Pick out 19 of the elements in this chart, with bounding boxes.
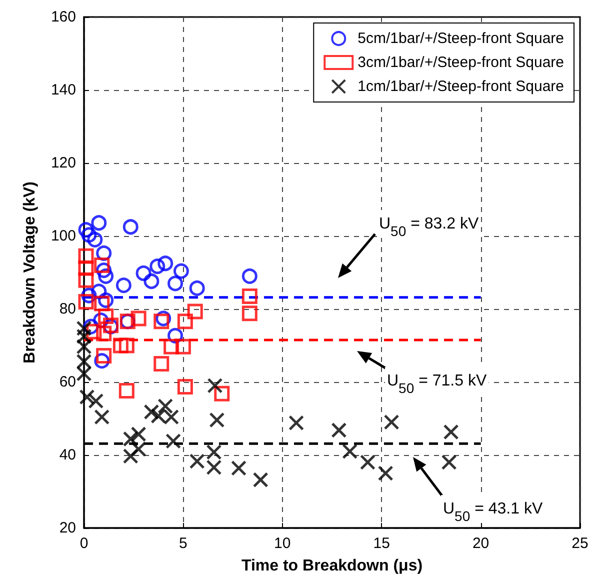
x-tick-label: 25: [572, 535, 588, 552]
y-tick-label: 100: [50, 228, 76, 244]
x-tick-label: 10: [274, 535, 291, 552]
y-tick-label: 40: [59, 446, 76, 464]
x-axis-title: Time to Breakdown (μs): [241, 558, 423, 574]
y-tick-label: 60: [59, 374, 76, 390]
y-axis-title: Breakdown Voltage (kV): [22, 182, 38, 364]
x-tick-label: 5: [179, 535, 188, 552]
y-tick-label: 160: [50, 8, 76, 26]
legend-label: 1cm/1bar/+/Steep-front Square: [358, 78, 564, 95]
x-tick-label: 0: [80, 535, 88, 552]
legend-label: 3cm/1bar/+/Steep-front Square: [358, 54, 564, 71]
legend-label: 5cm/1bar/+/Steep-front Square: [358, 30, 564, 47]
x-tick-label: 15: [373, 535, 390, 552]
y-tick-label: 140: [50, 82, 76, 98]
y-tick-label: 120: [50, 154, 76, 172]
x-tick-label: 20: [472, 535, 490, 552]
y-tick-label: 80: [59, 300, 76, 318]
y-tick-label: 20: [59, 520, 76, 536]
